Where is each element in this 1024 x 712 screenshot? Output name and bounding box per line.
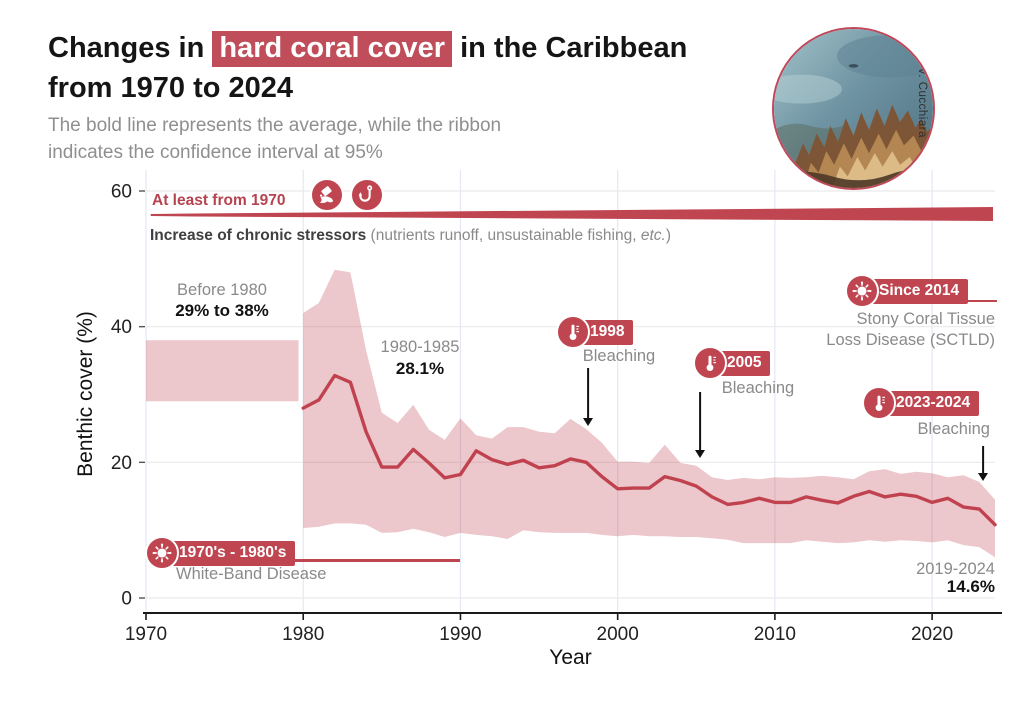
annotation-before-1980-value: 29% to 38% xyxy=(175,301,269,320)
badge-white-band: 1970's - 1980's xyxy=(145,536,296,570)
svg-text:1990: 1990 xyxy=(439,624,481,645)
y-axis-title: Benthic cover (%) xyxy=(74,311,97,477)
title-suffix: in the Caribbean xyxy=(460,32,688,64)
svg-text:1970: 1970 xyxy=(125,624,167,645)
arrow-1998 xyxy=(581,368,595,426)
x-tick-labels: 1970 1980 1990 2000 2010 2020 xyxy=(125,624,953,645)
badge-sctld-2014: Since 2014 xyxy=(845,274,969,308)
svg-text:2000: 2000 xyxy=(597,624,639,645)
annotation-bleaching-1998: Bleaching xyxy=(582,347,656,365)
coral-photo-art xyxy=(774,29,933,188)
stressors-text: (nutrients runoff, unsustainable fishing… xyxy=(366,227,641,244)
confidence-ribbon xyxy=(303,269,995,558)
annotation-2019-2024-label: 2019-2024 xyxy=(916,560,995,578)
average-line xyxy=(301,373,997,527)
title-prefix: Changes in xyxy=(48,32,205,64)
virus-icon xyxy=(145,536,179,570)
title-highlight: hard coral cover xyxy=(212,31,453,67)
y-axis-ticks xyxy=(139,190,145,599)
badge-year-since-2014: Since 2014 xyxy=(870,278,969,304)
annotation-before-1980-label: Before 1980 xyxy=(177,281,267,299)
x-axis-title: Year xyxy=(549,646,592,669)
annotation-bleaching-2023-2024: Bleaching xyxy=(917,420,990,438)
y-tick-labels: 0 20 40 60 xyxy=(111,182,132,610)
badge-year-white-band: 1970's - 1980's xyxy=(170,540,296,566)
badge-bleaching-1998: 1998 xyxy=(556,315,634,349)
annotation-white-band: White-Band Disease xyxy=(176,565,327,583)
svg-text:1980: 1980 xyxy=(282,624,324,645)
annotation-bleaching-2005: Bleaching xyxy=(721,379,795,397)
annotation-1980-1985-value: 28.1% xyxy=(395,359,445,378)
annotation-chronic-stressors: Increase of chronic stressors (nutrients… xyxy=(150,227,671,245)
svg-text:2010: 2010 xyxy=(754,624,796,645)
sctld-line1: Stony Coral Tissue xyxy=(856,310,995,328)
stressors-etc: etc. xyxy=(640,227,666,244)
subtitle-line1: The bold line represents the average, wh… xyxy=(48,115,502,136)
annotation-sctld: Stony Coral Tissue Loss Disease (SCTLD) xyxy=(820,309,995,351)
coral-photo: © V. Cucchiara xyxy=(772,27,935,190)
photo-credit: © V. Cucchiara xyxy=(916,51,928,138)
svg-text:2020: 2020 xyxy=(911,624,953,645)
title-line1: Changes in hard coral cover in the Carib… xyxy=(48,28,687,68)
svg-text:60: 60 xyxy=(111,182,132,203)
subtitle: The bold line represents the average, wh… xyxy=(48,112,501,166)
subtitle-line2: indicates the confidence interval at 95% xyxy=(48,142,383,163)
stressors-bold-text: Increase of chronic stressors xyxy=(150,227,367,244)
annotation-at-least-1970: At least from 1970 xyxy=(152,192,286,209)
fishing-hook-icon xyxy=(350,178,384,212)
svg-text:0: 0 xyxy=(121,589,132,610)
badge-bleaching-2005: 2005 xyxy=(693,346,771,380)
white-band-connector-line xyxy=(292,559,460,562)
title-line2: from 1970 to 2024 xyxy=(48,72,294,104)
sctld-line2: Loss Disease (SCTLD) xyxy=(826,331,995,349)
annotation-2019-2024-value: 14.6% xyxy=(946,577,995,596)
arrow-2005 xyxy=(693,392,707,458)
annotation-1980-1985-label: 1980-1985 xyxy=(380,338,460,356)
pre-1980-band xyxy=(146,340,299,402)
badge-year-1998: 1998 xyxy=(581,319,634,345)
svg-text:40: 40 xyxy=(111,317,132,338)
runoff-icon xyxy=(310,178,344,212)
arrow-2023-2024 xyxy=(976,446,990,481)
thermometer-icon xyxy=(693,346,727,380)
badge-year-2023-2024: 2023-2024 xyxy=(887,390,980,416)
thermometer-icon xyxy=(556,315,590,349)
x-axis-ticks xyxy=(145,613,933,620)
virus-icon xyxy=(845,274,879,308)
badge-bleaching-2023-2024: 2023-2024 xyxy=(862,386,980,420)
stressors-close: ) xyxy=(665,227,671,244)
svg-text:20: 20 xyxy=(111,453,132,474)
page-title: Changes in hard coral cover in the Carib… xyxy=(48,28,687,108)
thermometer-icon xyxy=(862,386,896,420)
chronic-stressors-wedge xyxy=(150,207,993,221)
